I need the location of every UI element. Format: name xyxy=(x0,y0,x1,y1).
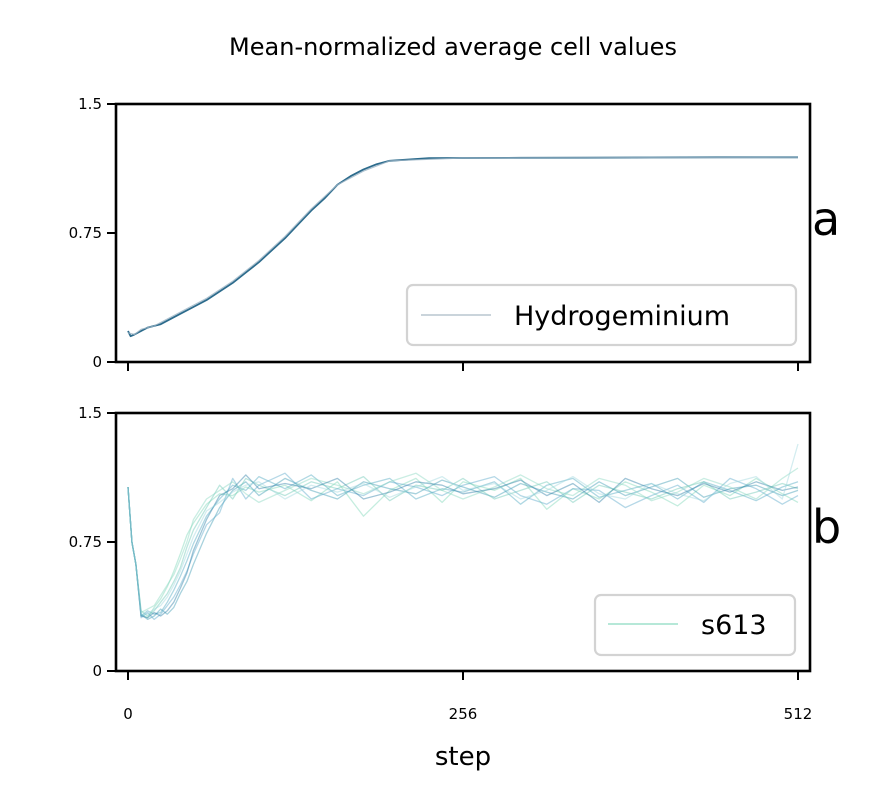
panel-b-series-line-1 xyxy=(127,474,799,617)
panel-b-series-line-2 xyxy=(127,477,799,621)
chart-title: Mean-normalized average cell values xyxy=(229,33,677,61)
x-tick-label-2: 512 xyxy=(784,705,813,723)
panel-b-y-ticks: 0 0.75 1.5 xyxy=(69,404,116,680)
panel-b-series-line-7 xyxy=(127,443,799,615)
panel-b-series-line-5 xyxy=(127,467,799,614)
panel-a-letter: a xyxy=(812,192,840,246)
panel-b-letter: b xyxy=(812,500,841,554)
panel-a: 0 0.75 1.5 a Hydrogeminium xyxy=(69,95,840,371)
panel-a-x-ticks xyxy=(127,362,799,371)
panel-b-legend-box xyxy=(593,593,797,657)
panel-a-series-line-1 xyxy=(127,156,799,336)
panel-a-legend-box xyxy=(405,283,798,347)
panel-b-x-ticks: 0 256 512 xyxy=(123,671,812,723)
panel-a-y-tick-label-2: 1.5 xyxy=(78,95,102,113)
x-tick-label-1: 256 xyxy=(449,705,478,723)
panel-b-legend-label: s613 xyxy=(701,610,767,641)
panel-a-y-ticks: 0 0.75 1.5 xyxy=(69,95,116,371)
panel-b-y-tick-label-0: 0 xyxy=(92,662,102,680)
panel-b: 0 0.75 1.5 0 256 512 b s613 xyxy=(69,404,842,723)
x-axis-label: step xyxy=(435,742,491,772)
panel-a-y-tick-label-0: 0 xyxy=(92,353,102,371)
panel-b-series-line-0 xyxy=(127,477,799,619)
panel-b-y-tick-label-2: 1.5 xyxy=(78,404,102,422)
panel-b-series-line-6 xyxy=(127,474,799,619)
panel-b-y-tick-label-1: 0.75 xyxy=(69,533,102,551)
panel-b-series-line-4 xyxy=(127,472,799,621)
x-tick-label-0: 0 xyxy=(123,705,133,723)
panel-a-legend-label: Hydrogeminium xyxy=(514,301,730,332)
panel-b-lines xyxy=(127,443,799,621)
panel-b-series-line-3 xyxy=(127,475,799,617)
panel-b-legend: s613 xyxy=(593,593,797,657)
panel-a-y-tick-label-1: 0.75 xyxy=(69,224,102,242)
panel-a-lines xyxy=(127,156,799,338)
panel-a-legend: Hydrogeminium xyxy=(405,283,798,347)
